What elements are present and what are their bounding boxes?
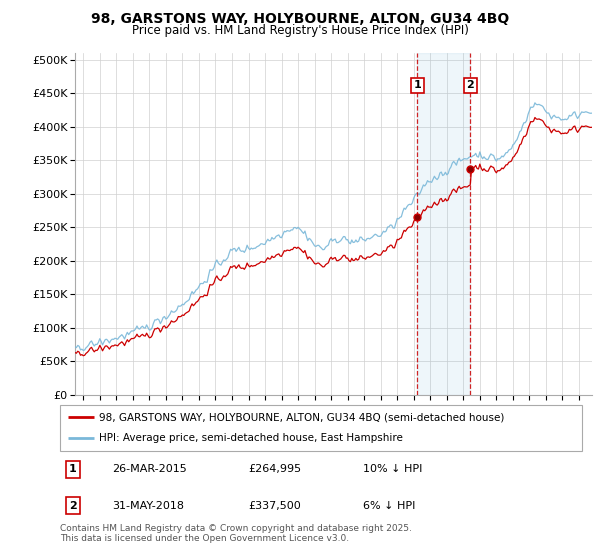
Text: £264,995: £264,995 [248,464,301,474]
Bar [417,53,470,395]
FancyBboxPatch shape [60,405,582,451]
Text: 98, GARSTONS WAY, HOLYBOURNE, ALTON, GU34 4BQ: 98, GARSTONS WAY, HOLYBOURNE, ALTON, GU3… [91,12,509,26]
Text: Price paid vs. HM Land Registry's House Price Index (HPI): Price paid vs. HM Land Registry's House … [131,24,469,36]
Text: 2: 2 [69,501,77,511]
Text: Contains HM Land Registry data © Crown copyright and database right 2025.
This d: Contains HM Land Registry data © Crown c… [60,524,412,543]
Text: 98, GARSTONS WAY, HOLYBOURNE, ALTON, GU34 4BQ (semi-detached house): 98, GARSTONS WAY, HOLYBOURNE, ALTON, GU3… [99,412,505,422]
Text: 31-MAY-2018: 31-MAY-2018 [112,501,184,511]
Text: 26-MAR-2015: 26-MAR-2015 [112,464,187,474]
Text: HPI: Average price, semi-detached house, East Hampshire: HPI: Average price, semi-detached house,… [99,433,403,444]
Text: 1: 1 [413,80,421,90]
Text: 2: 2 [466,80,474,90]
Text: 1: 1 [69,464,77,474]
Text: 10% ↓ HPI: 10% ↓ HPI [363,464,422,474]
Text: 6% ↓ HPI: 6% ↓ HPI [363,501,415,511]
Text: £337,500: £337,500 [248,501,301,511]
